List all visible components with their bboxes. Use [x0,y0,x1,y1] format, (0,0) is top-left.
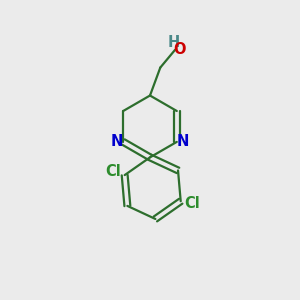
Text: N: N [111,134,123,149]
Text: N: N [177,134,189,149]
Text: Cl: Cl [184,196,200,211]
Text: H: H [167,35,180,50]
Text: O: O [173,42,186,57]
Text: Cl: Cl [106,164,122,179]
